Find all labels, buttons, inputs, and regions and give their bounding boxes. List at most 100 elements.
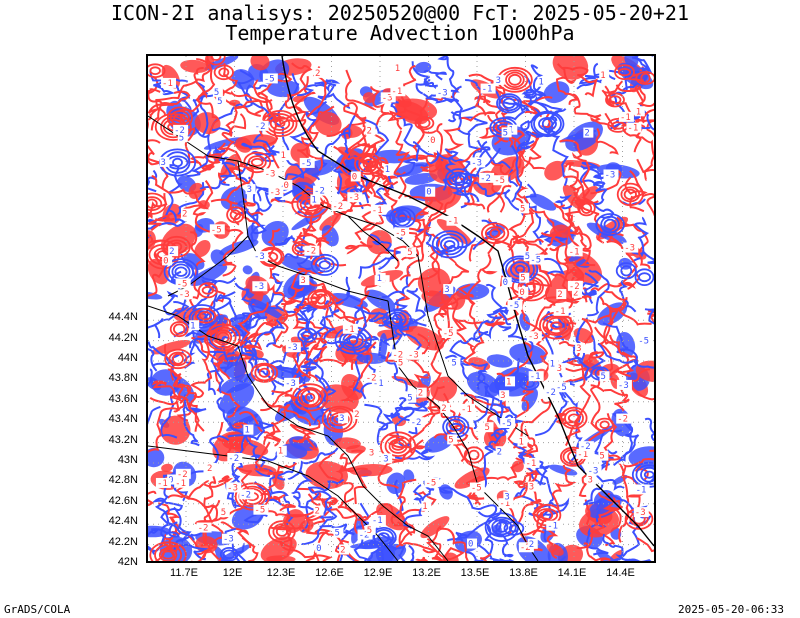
contour-label: -3 — [382, 93, 393, 103]
warm-contour-ring — [269, 116, 291, 131]
lat-tick-label: 42.2N — [108, 535, 138, 548]
warm-contour-ring — [304, 392, 316, 403]
contour-label-box — [370, 514, 386, 525]
warm-contour — [469, 457, 526, 487]
cold-contour — [290, 470, 323, 512]
contour-label: -2 — [198, 524, 209, 534]
contour-label: -2 — [480, 174, 491, 184]
contour-label: -3 — [624, 244, 635, 254]
contour-label-box — [517, 436, 528, 447]
cold-contour — [229, 304, 278, 335]
warm-advection-core — [266, 555, 296, 561]
warm-contour-ring — [205, 323, 241, 352]
warm-contour — [536, 511, 561, 560]
warm-contour-ring — [247, 155, 267, 170]
warm-contour — [254, 441, 271, 472]
contour-label: 5 — [599, 452, 604, 462]
contour-label: 3 — [300, 276, 305, 286]
lon-tick-label: 13.2E — [412, 567, 441, 579]
contour-label-box — [546, 520, 562, 531]
warm-contour — [338, 316, 367, 368]
warm-contour-ring — [214, 329, 233, 346]
contour-label: -1 — [547, 522, 558, 532]
cold-contour-ring — [377, 532, 390, 543]
contour-label: -3 — [618, 381, 629, 391]
contour-label: -3 — [635, 508, 646, 518]
contour-label: 1 — [600, 71, 605, 81]
contour-label-box — [310, 194, 321, 205]
warm-contour — [243, 299, 293, 355]
warm-contour-ring — [168, 351, 188, 367]
contour-label: -1 — [391, 87, 402, 97]
contour-label-box — [501, 277, 512, 288]
warm-contour — [334, 178, 376, 209]
contour-label-box — [634, 106, 645, 117]
warm-contour — [501, 474, 532, 526]
cold-contour — [148, 341, 176, 367]
contour-label: -3 — [471, 158, 482, 168]
warm-contour — [190, 336, 213, 398]
warm-contour — [334, 453, 354, 488]
contour-label: 1 — [311, 195, 316, 205]
warm-contour — [395, 478, 417, 548]
contour-label: 5 — [520, 204, 525, 214]
lat-tick-label: 43.8N — [108, 372, 138, 385]
contour-label-box — [216, 95, 227, 106]
contour-label-box — [526, 331, 542, 342]
contour-label-box — [370, 204, 386, 215]
warm-contour — [529, 207, 567, 250]
contour-label-box — [365, 125, 376, 136]
regional-border — [417, 255, 529, 437]
cold-contour-ring — [172, 157, 183, 168]
cold-contour-ring — [533, 112, 562, 136]
warm-contour-ring — [329, 412, 350, 427]
warm-contour-ring — [484, 226, 506, 241]
contour-label: -2 — [332, 202, 343, 212]
contour-label: 2 — [497, 447, 502, 457]
warm-contour — [599, 296, 615, 346]
lat-tick-label: 42N — [117, 556, 138, 568]
contour-label-box — [304, 245, 320, 256]
warm-contour-ring — [213, 64, 234, 81]
warm-contour — [468, 73, 539, 116]
contour-label: -1 — [175, 479, 186, 489]
contour-label: -1 — [448, 217, 459, 227]
contour-label-box — [443, 284, 454, 295]
warm-contour — [178, 57, 212, 113]
warm-contour — [292, 429, 319, 451]
warm-contour-ring — [577, 200, 596, 217]
contour-label: 1 — [538, 78, 543, 88]
contour-label: 1 — [550, 360, 555, 370]
cold-contour — [297, 83, 337, 97]
warm-contour-ring — [635, 71, 654, 85]
cold-contour-ring — [498, 95, 520, 112]
cold-contour — [451, 171, 486, 202]
warm-contour-ring — [545, 316, 567, 335]
contour-label: 5 — [448, 435, 453, 445]
warm-contour-ring — [234, 482, 270, 511]
warm-contour — [216, 142, 248, 185]
lat-tick-label: 43.2N — [108, 433, 138, 446]
warm-contour — [618, 297, 652, 326]
contour-label: -5 — [443, 329, 454, 339]
contour-label-box — [599, 371, 610, 382]
cold-contour-ring — [348, 335, 359, 346]
warm-contour-ring — [291, 383, 329, 412]
cold-contour — [452, 85, 488, 134]
cold-contour — [576, 74, 601, 90]
contour-label-box — [527, 481, 538, 492]
cold-contour — [521, 64, 547, 97]
warm-contour — [415, 556, 429, 561]
contour-label: -5 — [530, 255, 541, 265]
contour-label: -2 — [174, 126, 185, 136]
contour-label: -1 — [482, 85, 493, 95]
contour-label-layer: -325-3-2550305-3-2-3-1-3-51-20132-33-1-2… — [155, 62, 653, 556]
cold-advection-core — [351, 515, 364, 544]
cold-contour — [195, 81, 209, 137]
warm-advection-core — [180, 59, 209, 73]
warm-advection-core — [552, 56, 589, 80]
contour-label-box — [175, 278, 191, 289]
warm-contour — [539, 110, 556, 130]
contour-label: 2 — [441, 404, 446, 414]
warm-contour-ring — [617, 68, 632, 77]
